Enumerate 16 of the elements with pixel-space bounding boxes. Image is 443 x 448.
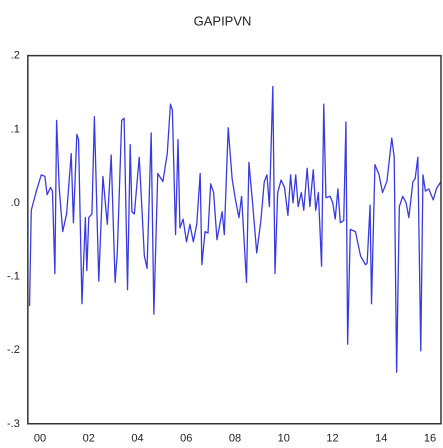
x-tick-label: 02	[82, 432, 95, 444]
y-tick-label: .2	[10, 50, 20, 62]
y-tick-label: -.3	[6, 418, 20, 430]
x-tick-label: 00	[34, 432, 46, 444]
x-tick-label: 14	[375, 432, 388, 444]
y-tick-label: .0	[10, 196, 20, 209]
chart-title: GAPIPVN	[194, 13, 252, 28]
y-tick-label: .1	[10, 123, 20, 136]
x-tick-label: 16	[424, 432, 436, 444]
x-tick-label: 10	[278, 432, 290, 444]
x-tick-label: 12	[326, 432, 339, 444]
y-tick-label: -.1	[6, 270, 20, 283]
x-tick-label: 04	[131, 432, 144, 444]
y-tick-label: -.2	[6, 344, 20, 356]
x-tick-label: 06	[180, 432, 192, 444]
x-tick-label: 08	[228, 432, 242, 444]
